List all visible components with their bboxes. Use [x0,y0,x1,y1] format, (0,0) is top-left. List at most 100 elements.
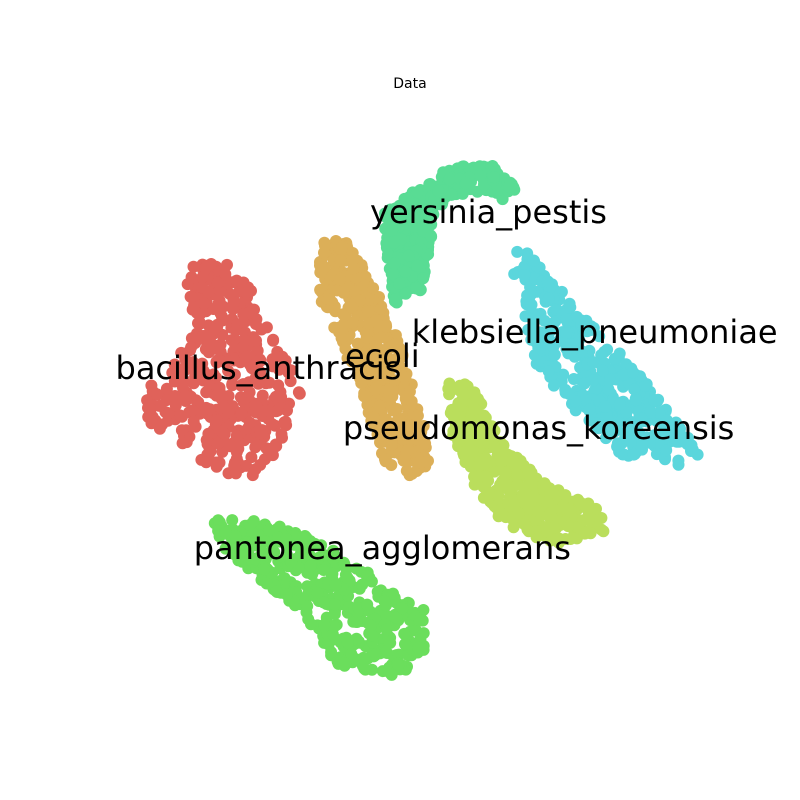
data-point [279,415,292,428]
data-point [400,389,413,402]
data-point [613,398,626,411]
data-point [559,533,572,545]
data-point [370,648,383,661]
data-point [602,383,615,396]
data-point [151,388,163,401]
data-point [666,428,679,441]
data-point [488,441,501,454]
cluster-label-yersinia-pestis: yersinia_pestis [370,193,607,231]
data-point [398,627,411,640]
data-point [208,323,221,336]
data-point [318,261,331,274]
data-point [280,588,293,601]
data-point [443,377,456,390]
data-point [364,619,377,632]
data-point [648,394,661,407]
data-point [301,600,314,613]
data-point [362,305,375,318]
data-point [385,224,398,237]
data-point [270,585,283,598]
data-point [367,411,380,424]
data-point [305,618,317,631]
data-point [581,325,594,338]
data-point [249,318,262,331]
data-point [390,292,403,305]
data-point [176,437,189,450]
data-point [630,394,642,407]
data-point [346,352,359,365]
data-point [357,347,370,360]
data-point [541,495,554,508]
data-point [386,267,399,280]
data-point [636,437,649,450]
data-point [339,657,352,670]
data-point [204,403,216,416]
data-point [175,424,188,437]
data-point [166,366,179,379]
data-point [267,334,280,347]
data-point [361,598,374,611]
points-layer [141,160,704,681]
data-point [422,454,434,467]
data-point [338,317,350,330]
data-point [400,464,413,477]
data-point [620,406,633,419]
data-point [163,407,175,420]
data-point [341,636,354,649]
data-point [443,388,456,401]
data-point [346,317,359,329]
data-point [396,602,409,615]
data-point [379,453,391,466]
data-point [210,414,223,427]
data-point [599,400,612,413]
data-point [334,273,346,286]
data-point [204,344,216,357]
data-point [390,611,403,624]
data-point [503,180,515,193]
data-point [464,413,477,426]
data-point [179,390,192,403]
data-point [478,409,490,422]
data-point [569,404,582,417]
data-point [356,578,369,591]
data-point [329,550,342,563]
data-point [425,230,438,243]
data-point [385,668,398,681]
data-point [263,444,276,456]
data-point [468,403,481,416]
data-point [276,350,289,363]
data-point [281,404,293,417]
data-point [378,595,391,608]
data-point [459,177,472,190]
data-point [542,365,555,378]
data-point [617,368,630,381]
data-point [380,320,393,333]
data-point [367,370,380,383]
data-point [382,248,394,261]
data-point [389,416,402,429]
data-point [402,249,415,262]
data-point [627,366,639,379]
data-point [603,373,616,386]
data-point [398,371,411,383]
data-point [370,314,383,327]
data-point [507,498,520,511]
data-point [547,379,560,392]
data-point [226,378,239,391]
data-point [375,356,388,369]
data-point [563,387,576,400]
data-point [189,369,202,382]
data-point [660,444,673,457]
data-point [216,426,229,439]
data-point [587,356,600,369]
data-point [613,347,626,360]
data-point [215,393,228,405]
data-point [677,432,689,445]
data-point [599,432,612,445]
data-point [411,259,424,272]
data-point [356,360,369,373]
series-ecoli [314,235,434,482]
data-point [345,648,358,660]
data-point [145,379,158,392]
